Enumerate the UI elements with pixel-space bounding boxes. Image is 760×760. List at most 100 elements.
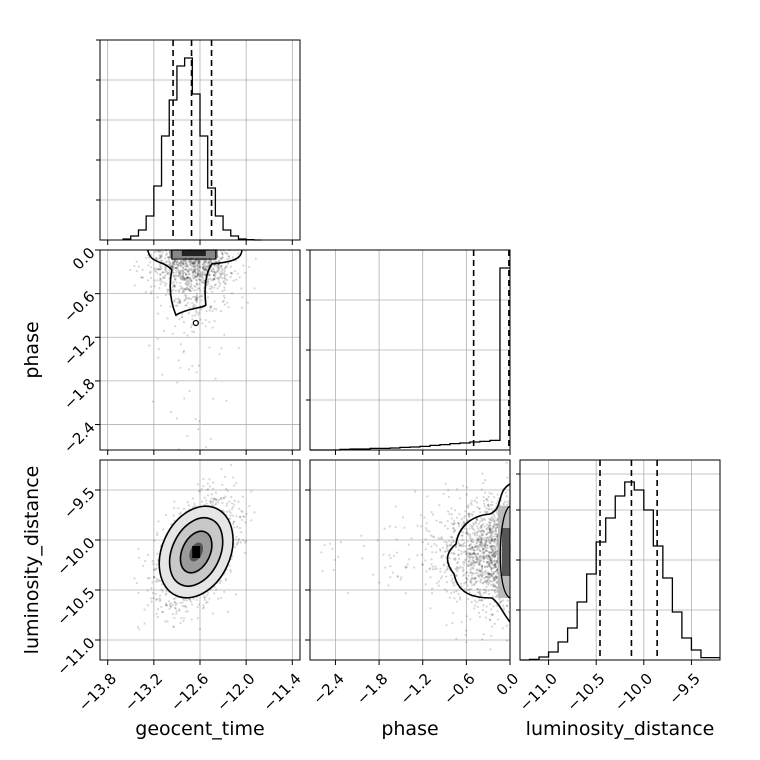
panel-ld-vs-phase-point-1242 [443, 550, 447, 553]
panel-ld-vs-phase-point-1001 [486, 544, 489, 547]
panel-phase-vs-geocent-time-point-5 [179, 366, 182, 369]
panel-ld-vs-phase-point-158 [464, 545, 467, 548]
panel-phase-vs-geocent-time-point-263 [197, 287, 200, 290]
panel-ld-vs-phase-point-427 [492, 572, 495, 575]
panel-ld-vs-phase-point-514 [471, 546, 474, 549]
panel-ld-vs-phase-point-255 [446, 527, 449, 530]
panel-phase-vs-geocent-time-point-819 [223, 271, 226, 274]
panel-phase-vs-geocent-time-point-629 [180, 260, 183, 264]
panel-phase-vs-geocent-time-point-95 [210, 285, 214, 289]
panel-ld-vs-phase-point-242 [488, 528, 491, 531]
panel-phase-vs-geocent-time-point-174 [182, 349, 186, 353]
panel-ld-vs-geocent-time-point-1419 [237, 500, 240, 503]
panel-phase-vs-geocent-time-point-392 [196, 273, 199, 276]
panel-ld-vs-phase-point-132 [505, 639, 509, 642]
panel-ld-vs-phase-point-465 [490, 539, 493, 542]
panel-phase-vs-geocent-time-point-218 [187, 271, 190, 274]
panel-ld-vs-phase-point-1315 [487, 521, 490, 524]
panel-ld-vs-geocent-time-point-934 [154, 592, 157, 595]
panel-ld-vs-phase-point-20 [493, 547, 496, 550]
panel-ld-vs-phase-point-518 [475, 561, 478, 564]
panel-ld-vs-phase-point-230 [389, 557, 392, 560]
panel-phase-vs-geocent-time-point-903 [186, 283, 189, 286]
panel-phase-vs-geocent-time-point-69 [179, 262, 182, 265]
panel-phase-vs-geocent-time-point-361 [217, 263, 220, 267]
panel-phase-vs-geocent-time-point-875 [149, 261, 152, 264]
panel-ld-vs-phase-point-300 [402, 516, 405, 519]
panel-ld-vs-phase-point-670 [466, 540, 469, 543]
panel-ld-vs-phase-point-347 [483, 565, 487, 568]
panel-ld-vs-phase-point-446 [489, 531, 493, 534]
panel-phase-vs-geocent-time-point-990 [216, 266, 219, 269]
panel-ld-vs-phase-point-563 [333, 558, 336, 562]
panel-phase-vs-geocent-time-point-1059 [179, 343, 182, 346]
panel-phase-vs-geocent-time-point-290 [183, 287, 186, 291]
panel-phase-vs-geocent-time-point-467 [194, 275, 197, 279]
panel-ld-vs-phase-point-981 [430, 511, 433, 514]
panel-ld-vs-phase-point-428 [495, 565, 498, 569]
panel-ld-vs-phase-point-1249 [469, 579, 472, 582]
y-axis-label-phase: phase [21, 321, 43, 378]
panel-phase-vs-geocent-time-point-342 [184, 298, 187, 301]
panel-ld-vs-phase-point-1447 [371, 573, 375, 576]
panel-ld-vs-phase-point-253 [448, 557, 451, 560]
panel-ld-vs-phase-point-138 [493, 550, 496, 553]
panel-ld-vs-phase-point-89 [494, 550, 497, 553]
panel-ld-vs-geocent-time-point-1611 [202, 477, 205, 480]
panel-phase-vs-geocent-time-point-404 [190, 279, 193, 282]
panel-ld-vs-phase-point-52 [483, 556, 487, 559]
panel-ld-vs-geocent-time-point-1359 [210, 493, 213, 496]
panel-phase-vs-geocent-time-point-73 [208, 306, 212, 309]
panel-phase-vs-geocent-time-point-886 [224, 282, 227, 285]
panel-ld-vs-phase-point-650 [481, 599, 484, 602]
panel-phase-vs-geocent-time-point-195 [201, 281, 204, 284]
panel-ld-vs-phase-point-915 [394, 505, 397, 508]
panel-phase-vs-geocent-time-point-1045 [177, 273, 181, 277]
panel-ld-vs-phase-point-527 [463, 558, 467, 562]
panel-ld-vs-geocent-time-point-660 [229, 568, 232, 572]
panel-phase-vs-geocent-time-point-137 [177, 297, 180, 300]
panel-phase-vs-geocent-time-point-162 [194, 267, 197, 270]
panel-ld-vs-geocent-time-point-909 [160, 588, 163, 591]
panel-phase-vs-geocent-time-point-391 [156, 337, 159, 340]
panel-ld-vs-geocent-time-point-655 [171, 604, 175, 607]
panel-ld-vs-phase-point-690 [457, 548, 460, 552]
panel-phase-vs-geocent-time-point-986 [149, 276, 153, 280]
panel-ld-vs-phase-point-1169 [476, 527, 480, 530]
panel-phase-vs-geocent-time-point-856 [171, 285, 174, 289]
panel-phase-vs-geocent-time-point-412 [199, 274, 202, 278]
panel-ld-vs-geocent-time-point-941 [182, 617, 186, 620]
panel-phase-vs-geocent-time-point-661 [171, 263, 174, 266]
panel-phase-vs-geocent-time-point-217 [240, 287, 243, 290]
panel-ld-vs-geocent-time-point-1688 [212, 497, 215, 500]
panel-ld-vs-phase-point-1156 [458, 566, 461, 570]
panel-phase-vs-geocent-time-point-803 [181, 289, 185, 292]
panel-ld-vs-geocent-time-point-1432 [192, 597, 195, 600]
panel-phase-vs-geocent-time-point-830 [178, 264, 181, 267]
panel-ld-vs-phase-point-1090 [450, 507, 453, 510]
panel-ld-vs-geocent-time-point-1395 [235, 482, 238, 485]
panel-ld-vs-phase-point-723 [488, 521, 492, 525]
panel-ld-vs-geocent-time-point-700 [182, 619, 185, 623]
panel-ld-vs-phase-point-1437 [488, 576, 491, 579]
panel-ld-vs-phase-point-1252 [490, 554, 493, 557]
panel-phase-vs-geocent-time-point-425 [182, 272, 185, 276]
panel-ld-vs-phase-point-0 [485, 560, 489, 563]
panel-ld-vs-phase-point-217 [494, 545, 497, 548]
panel-phase-vs-geocent-time-point-1087 [224, 282, 227, 285]
panel-ld-vs-geocent-time-point-550 [173, 500, 176, 503]
panel-ld-vs-geocent-time-point-1097 [238, 515, 242, 518]
panel-ld-vs-phase-point-328 [482, 555, 485, 558]
panel-ld-vs-phase-point-445 [460, 552, 463, 555]
panel-ld-vs-phase-point-1120 [494, 595, 498, 599]
panel-phase-vs-geocent-time-point-431 [177, 359, 180, 362]
panel-phase-vs-geocent-time-point-603 [175, 261, 178, 264]
panel-phase-vs-geocent-time-point-876 [217, 259, 221, 262]
panel-ld-vs-geocent-time-point-1324 [241, 510, 244, 514]
panel-phase-vs-geocent-time-point-910 [172, 259, 175, 262]
panel-phase-vs-geocent-time-point-172 [159, 304, 163, 307]
panel-phase-vs-geocent-time-point-582 [175, 263, 178, 266]
panel-ld-vs-geocent-time-point-613 [196, 616, 199, 620]
panel-ld-vs-phase-point-1320 [479, 592, 482, 595]
panel-phase-vs-geocent-time-point-601 [193, 295, 196, 299]
